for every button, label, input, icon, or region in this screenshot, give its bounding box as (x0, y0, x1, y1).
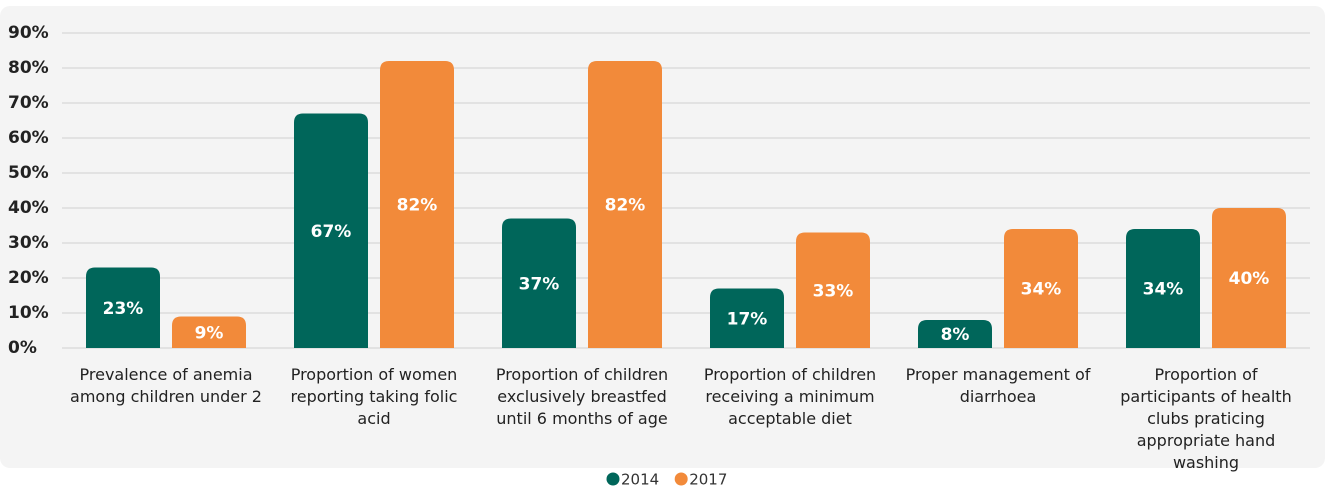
bar (86, 267, 160, 348)
y-tick-label: 80% (8, 58, 49, 78)
bar (1126, 229, 1200, 348)
value-label: 23% (103, 299, 144, 319)
value-label: 8% (941, 325, 970, 345)
legend-label: 2017 (689, 471, 727, 488)
value-label: 67% (311, 222, 352, 242)
value-label: 82% (605, 196, 646, 216)
y-tick-label: 20% (8, 268, 49, 288)
bar (502, 218, 576, 348)
bar (918, 320, 992, 348)
y-tick-label: 30% (8, 233, 49, 253)
y-tick-label: 0% (8, 338, 37, 358)
bar (1212, 208, 1286, 348)
bar (588, 61, 662, 348)
x-tick-label: Proportion of children exclusively breas… (495, 365, 669, 428)
x-tick-label: Prevalence of anemia among children unde… (70, 365, 262, 406)
y-tick-label: 90% (8, 23, 49, 43)
x-tick-label: Proportion of children receiving a minim… (703, 365, 877, 428)
bar (294, 113, 368, 348)
bar (1004, 229, 1078, 348)
x-tick-label: Proportion of participants of health clu… (1120, 365, 1292, 472)
x-tick-label: Proper management of diarrhoea (905, 365, 1091, 406)
value-label: 34% (1143, 280, 1184, 300)
value-label: 82% (397, 196, 438, 216)
y-tick-label: 70% (8, 93, 49, 113)
bar (796, 232, 870, 348)
bar (380, 61, 454, 348)
value-label: 9% (195, 323, 224, 343)
value-label: 33% (813, 281, 854, 301)
legend-swatch (674, 472, 688, 486)
y-tick-label: 60% (8, 128, 49, 148)
legend-label: 2014 (621, 471, 659, 488)
value-label: 40% (1229, 269, 1270, 289)
y-tick-label: 50% (8, 163, 49, 183)
value-label: 17% (727, 309, 768, 329)
value-label: 34% (1021, 280, 1062, 300)
y-tick-label: 40% (8, 198, 49, 218)
bar (172, 316, 246, 348)
legend-swatch (606, 472, 620, 486)
bar (710, 288, 784, 348)
y-tick-label: 10% (8, 303, 49, 323)
x-tick-label: Proportion of women reporting taking fol… (290, 365, 458, 428)
value-label: 37% (519, 274, 560, 294)
